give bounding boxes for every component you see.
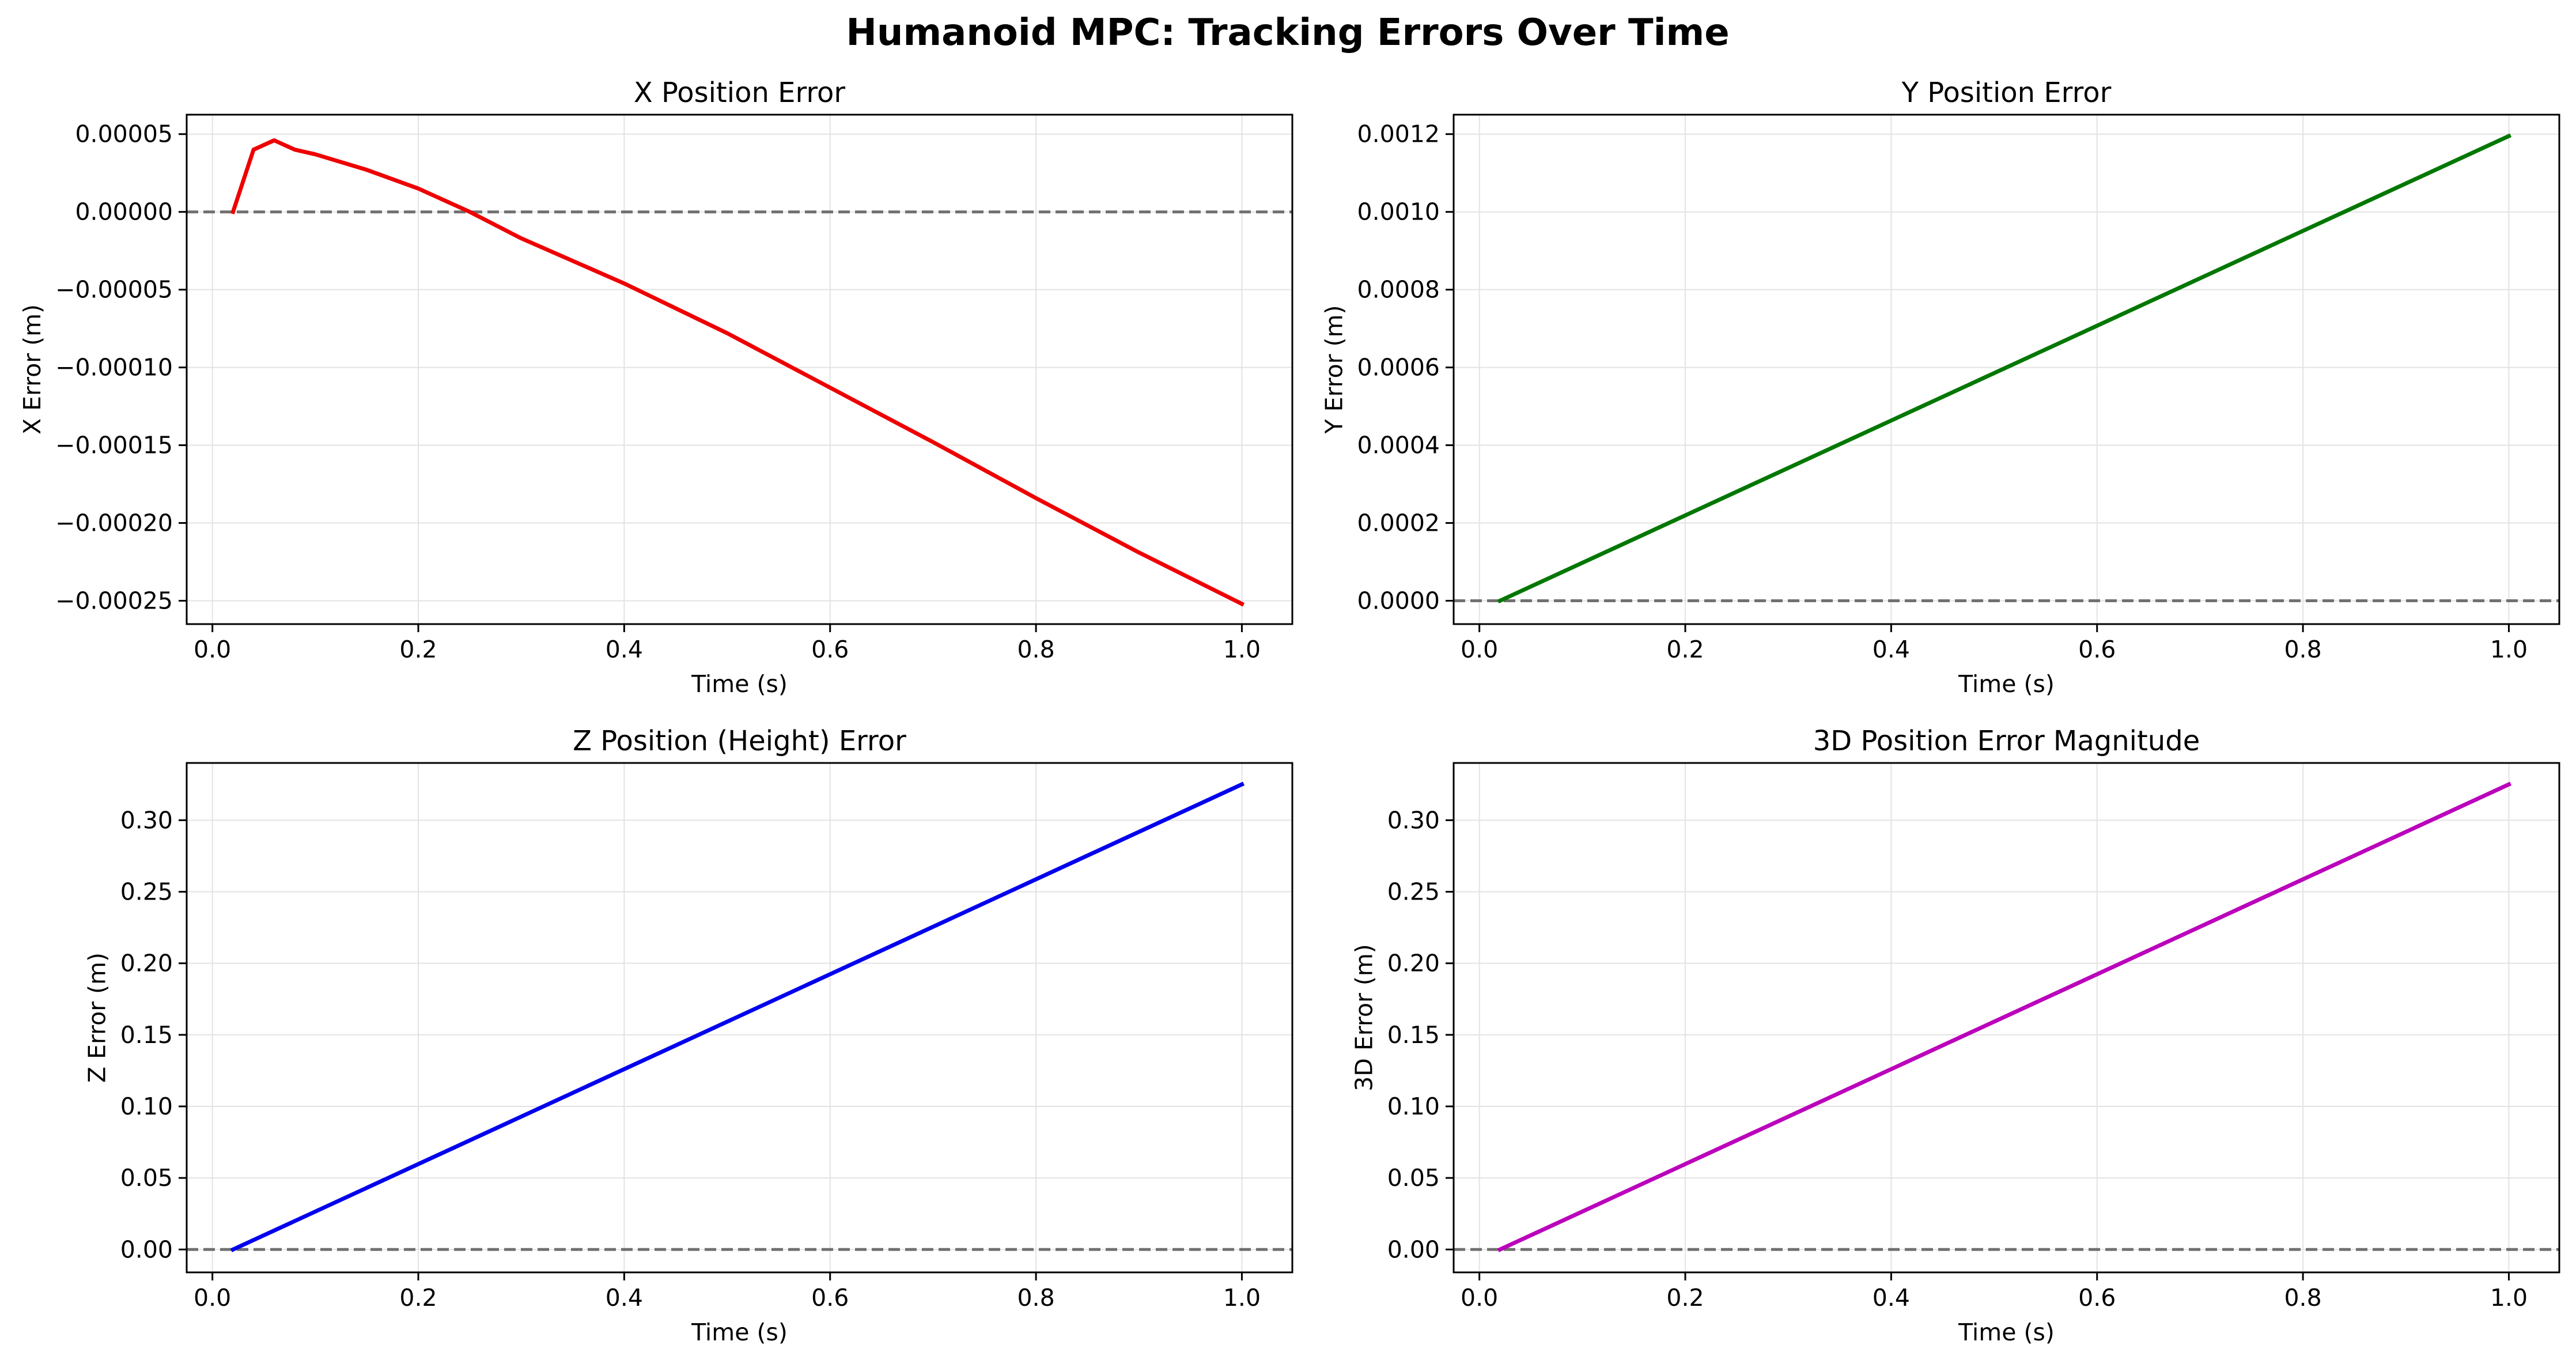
3d-error-ytick-label-0: 0.00 (1387, 1235, 1440, 1263)
z-error-series-line-0 (230, 781, 1245, 1252)
z-error-ytick-label-1: 0.05 (120, 1164, 173, 1192)
y-error-xtick-label-4: 0.8 (2284, 636, 2321, 663)
y-error-xlabel: Time (s) (1958, 670, 2055, 698)
y-error-ytick-label-4: 0.0008 (1357, 276, 1440, 304)
x-error-title: X Position Error (634, 77, 846, 109)
figure-title: Humanoid MPC: Tracking Errors Over Time (846, 12, 1729, 54)
x-error-ytick-label-6: −0.00025 (55, 587, 173, 615)
z-error-ytick-label-3: 0.15 (120, 1021, 173, 1049)
z-error-xtick-label-0: 0.0 (194, 1284, 231, 1312)
3d-error-xtick-label-4: 0.8 (2284, 1284, 2321, 1312)
z-error-ytick-label-2: 0.10 (120, 1093, 173, 1120)
x-error-xtick-label-0: 0.0 (194, 636, 231, 663)
y-error-xtick-label-5: 1.0 (2490, 636, 2528, 663)
x-error-ytick-label-4: −0.00015 (55, 432, 173, 459)
3d-error-xtick-label-0: 0.0 (1461, 1284, 1498, 1312)
z-error-title: Z Position (Height) Error (573, 725, 906, 757)
x-error-xtick-label-2: 0.4 (606, 636, 643, 663)
3d-error-ytick-label-2: 0.10 (1387, 1093, 1440, 1120)
3d-error-ytick-label-1: 0.05 (1387, 1164, 1440, 1192)
z-error-xtick-label-2: 0.4 (606, 1284, 643, 1312)
3d-error-xlabel: Time (s) (1958, 1318, 2055, 1346)
x-error-xlabel: Time (s) (691, 670, 788, 698)
z-error-axes-frame (186, 762, 1293, 1274)
y-error-ytick-label-5: 0.0010 (1357, 198, 1440, 226)
3d-error-xtick-label-1: 0.2 (1666, 1284, 1704, 1312)
subplot-grid: 0.0 0.2 0.4 0.6 0.8 1.0 0.00005 0.00000 −0.00005… (18, 77, 2560, 1346)
3d-error-ytick-label-3: 0.15 (1387, 1021, 1440, 1049)
x-error-ylabel: X Error (m) (18, 304, 46, 434)
z-error-xtick-label-1: 0.2 (399, 1284, 437, 1312)
z-error-ytick-label-0: 0.00 (120, 1235, 173, 1263)
3d-error-xtick-label-3: 0.6 (2078, 1284, 2116, 1312)
z-error-ytick-label-6: 0.30 (120, 806, 173, 834)
x-error-panel: 0.0 0.2 0.4 0.6 0.8 1.0 0.00005 0.00000 −0.00005… (18, 77, 1293, 698)
x-error-grid (187, 115, 1292, 624)
x-error-xtick-label-4: 0.8 (1017, 636, 1054, 663)
y-error-panel: 0.0 0.2 0.4 0.6 0.8 1.0 0.0000 0.0002 0.0004 0.00… (1321, 77, 2560, 698)
z-error-xtick-label-3: 0.6 (811, 1284, 849, 1312)
x-error-axes-frame (186, 114, 1293, 625)
3d-error-ytick-label-4: 0.20 (1387, 950, 1440, 977)
3d-error-series-line-0 (1497, 781, 2512, 1252)
y-error-ytick-label-1: 0.0002 (1357, 509, 1440, 537)
x-error-series-line-0 (230, 138, 1245, 607)
x-error-ytick-label-0: 0.00005 (75, 120, 173, 148)
y-error-title: Y Position Error (1901, 77, 2112, 109)
x-error-ytick-label-5: −0.00020 (55, 509, 173, 537)
3d-error-ytick-label-6: 0.30 (1387, 806, 1440, 834)
y-error-axes-frame (1452, 114, 2560, 625)
z-error-xtick-label-4: 0.8 (1017, 1284, 1054, 1312)
y-error-xtick-label-3: 0.6 (2078, 636, 2116, 663)
x-error-xtick-label-5: 1.0 (1223, 636, 1261, 663)
y-error-ytick-label-6: 0.0012 (1357, 120, 1440, 148)
x-error-ytick-label-1: 0.00000 (75, 198, 173, 226)
3d-error-xtick-label-2: 0.4 (1873, 1284, 1910, 1312)
3d-error-title: 3D Position Error Magnitude (1813, 725, 2200, 757)
z-error-xtick-label-5: 1.0 (1223, 1284, 1261, 1312)
z-error-ytick-label-4: 0.20 (120, 950, 173, 977)
z-error-panel: 0.0 0.2 0.4 0.6 0.8 1.0 0.00 0.05 0.10 0.15 0.20 0.… (84, 725, 1293, 1346)
y-error-xtick-label-2: 0.4 (1873, 636, 1910, 663)
3d-error-ylabel: 3D Error (m) (1351, 944, 1378, 1091)
x-error-ytick-label-3: −0.00010 (55, 354, 173, 381)
z-error-ylabel: Z Error (m) (84, 953, 111, 1083)
y-error-series-line-0 (1497, 133, 2512, 604)
3d-error-panel: 0.0 0.2 0.4 0.6 0.8 1.0 0.00 0.05 0.10 0.15 0.20 0.… (1351, 725, 2560, 1346)
y-error-ytick-label-2: 0.0004 (1357, 432, 1440, 459)
y-error-ytick-label-0: 0.0000 (1357, 587, 1440, 615)
y-error-xtick-label-0: 0.0 (1461, 636, 1498, 663)
3d-error-grid (1454, 763, 2559, 1272)
y-error-ytick-label-3: 0.0006 (1357, 354, 1440, 381)
x-error-ytick-label-2: −0.00005 (55, 276, 173, 304)
x-error-xtick-label-1: 0.2 (399, 636, 437, 663)
y-error-ylabel: Y Error (m) (1321, 305, 1348, 434)
3d-error-axes-frame (1452, 762, 2560, 1274)
y-error-xtick-label-1: 0.2 (1666, 636, 1704, 663)
z-error-xlabel: Time (s) (691, 1318, 788, 1346)
3d-error-ytick-label-5: 0.25 (1387, 878, 1440, 905)
z-error-ytick-label-5: 0.25 (120, 878, 173, 905)
x-error-xtick-label-3: 0.6 (811, 636, 849, 663)
3d-error-xtick-label-5: 1.0 (2490, 1284, 2528, 1312)
